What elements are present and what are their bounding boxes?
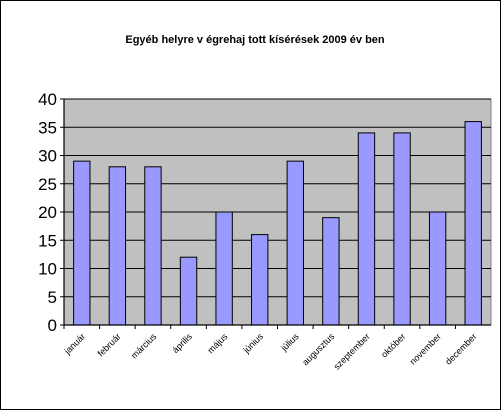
bar-október	[393, 132, 411, 326]
bar-július	[286, 160, 304, 326]
y-tick-label: 20	[38, 203, 57, 222]
bar-december	[464, 121, 482, 326]
y-tick-label: 0	[48, 316, 57, 335]
bar-május	[215, 211, 233, 326]
y-tick-label: 5	[48, 288, 57, 307]
chart-title: Egyéb helyre v égrehaj tott kísérések 20…	[125, 34, 385, 46]
x-tick-label: október	[379, 331, 407, 359]
x-tick-label: november	[408, 331, 443, 366]
x-tick-label: augusztus	[300, 331, 336, 367]
x-tick-label: február	[96, 331, 123, 358]
grid-lines	[60, 98, 491, 326]
y-tick-label: 10	[38, 260, 57, 279]
x-tick-label: június	[241, 331, 266, 356]
bar-szeptember	[357, 132, 376, 326]
y-tick-label: 30	[38, 147, 57, 166]
x-tick-label: szeptember	[332, 331, 372, 371]
x-tick-label: május	[205, 331, 229, 355]
bars	[63, 121, 482, 329]
x-tick-label: április	[170, 331, 194, 355]
bar-január	[73, 160, 91, 326]
y-tick-label: 35	[38, 118, 57, 137]
x-tick-label: március	[129, 331, 159, 361]
x-tick-labels: január február március április május június jú…	[62, 331, 479, 372]
y-tick-label: 40	[38, 90, 57, 109]
y-tick-labels: 0 5 10 15 20 25 30 35 40	[38, 90, 57, 335]
bar-november	[428, 211, 447, 326]
bar-március	[144, 166, 162, 326]
bar-június	[251, 234, 269, 326]
x-tick-label: július	[278, 331, 301, 354]
y-tick-label: 25	[38, 175, 57, 194]
x-tick-label: december	[443, 331, 478, 366]
bar-augusztus	[322, 217, 340, 326]
bar-április	[179, 256, 198, 326]
x-tick-label: január	[62, 331, 87, 356]
y-tick-label: 15	[38, 231, 57, 250]
bar-február	[108, 166, 127, 326]
axes	[63, 99, 491, 326]
